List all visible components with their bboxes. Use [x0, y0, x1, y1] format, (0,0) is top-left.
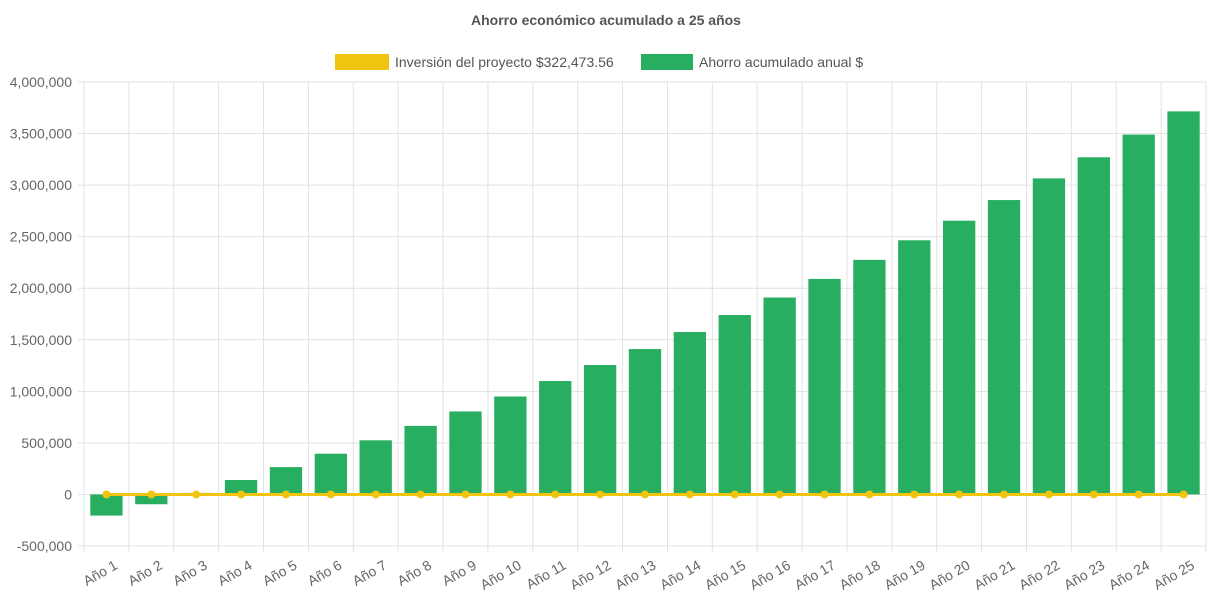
savings-bar[interactable]: [583, 365, 617, 495]
x-tick-label: Año 8: [394, 557, 434, 589]
savings-bar[interactable]: [1122, 134, 1155, 495]
y-tick-label: 4,000,000: [10, 74, 72, 90]
x-tick-label: Año 14: [657, 557, 704, 593]
investment-point[interactable]: [685, 490, 694, 499]
x-tick-label: Año 6: [305, 557, 345, 589]
y-tick-label: 1,500,000: [10, 332, 72, 348]
investment-point[interactable]: [371, 490, 380, 499]
investment-point[interactable]: [910, 490, 919, 499]
x-tick-label: Año 22: [1016, 557, 1063, 593]
y-tick-label: -500,000: [17, 538, 72, 554]
y-tick-label: 2,500,000: [10, 229, 72, 245]
investment-line: [102, 490, 1188, 499]
investment-point[interactable]: [102, 490, 111, 499]
investment-point[interactable]: [416, 490, 425, 499]
savings-bar[interactable]: [1167, 111, 1200, 495]
investment-point[interactable]: [1089, 490, 1098, 499]
chart-title: Ahorro económico acumulado a 25 años: [471, 12, 741, 28]
investment-point[interactable]: [147, 490, 156, 499]
savings-bar[interactable]: [90, 494, 123, 516]
investment-point[interactable]: [596, 490, 605, 499]
legend-label-investment[interactable]: Inversión del proyecto $322,473.56: [395, 54, 614, 70]
savings-bar[interactable]: [539, 381, 572, 495]
investment-point[interactable]: [461, 490, 470, 499]
investment-point[interactable]: [1044, 490, 1053, 499]
x-tick-label: Año 12: [567, 557, 614, 593]
x-tick-label: Año 7: [350, 557, 390, 589]
x-tick-label: Año 9: [439, 557, 479, 589]
savings-bar[interactable]: [224, 480, 258, 495]
x-tick-label: Año 25: [1151, 557, 1198, 593]
x-tick-label: Año 13: [612, 557, 659, 593]
legend: Inversión del proyecto $322,473.56 Ahorr…: [335, 54, 863, 70]
y-axis: 4,000,000 3,500,000 3,000,000 2,500,000 2,00…: [10, 74, 73, 554]
x-tick-label: Año 17: [792, 557, 839, 593]
savings-bar[interactable]: [1032, 178, 1066, 495]
x-tick-label: Año 3: [170, 557, 210, 589]
investment-point[interactable]: [865, 490, 874, 499]
savings-bar[interactable]: [269, 467, 303, 495]
x-tick-label: Año 23: [1061, 557, 1108, 593]
savings-bar[interactable]: [1077, 157, 1110, 495]
x-axis: Año 1 Año 2 Año 3 Año 4 Año 5 Año 6 Año 7 Año 8…: [80, 557, 1197, 593]
y-tick-label: 3,000,000: [10, 177, 72, 193]
x-tick-label: Año 10: [477, 557, 524, 593]
investment-point[interactable]: [955, 490, 964, 499]
savings-bar[interactable]: [628, 349, 662, 495]
y-tick-label: 0: [64, 486, 72, 502]
investment-point[interactable]: [1134, 490, 1143, 499]
x-tick-label: Año 18: [836, 557, 883, 593]
x-tick-label: Año 20: [926, 557, 973, 593]
savings-bar[interactable]: [404, 425, 437, 495]
investment-point[interactable]: [551, 490, 560, 499]
investment-point[interactable]: [237, 490, 246, 499]
x-tick-label: Año 24: [1106, 557, 1153, 593]
investment-point[interactable]: [281, 490, 290, 499]
x-tick-label: Año 5: [260, 557, 300, 589]
savings-bar[interactable]: [763, 297, 796, 495]
legend-swatch-investment[interactable]: [335, 54, 389, 70]
savings-bar[interactable]: [853, 259, 886, 495]
savings-bar[interactable]: [943, 220, 976, 495]
y-tick-label: 3,500,000: [10, 126, 72, 142]
investment-point[interactable]: [820, 490, 829, 499]
x-tick-label: Año 11: [523, 557, 569, 593]
savings-bar[interactable]: [987, 200, 1021, 495]
legend-label-savings[interactable]: Ahorro acumulado anual $: [699, 54, 863, 70]
bars: [90, 111, 1200, 516]
savings-bar[interactable]: [673, 332, 707, 495]
investment-point[interactable]: [1000, 490, 1009, 499]
savings-bar[interactable]: [494, 396, 527, 495]
legend-swatch-savings[interactable]: [641, 54, 693, 70]
savings-bar[interactable]: [449, 411, 482, 495]
x-tick-label: Año 21: [971, 557, 1018, 593]
x-tick-label: Año 4: [215, 557, 255, 589]
x-tick-label: Año 15: [702, 557, 749, 593]
x-tick-label: Año 19: [881, 557, 928, 593]
investment-point[interactable]: [730, 490, 739, 499]
savings-bar[interactable]: [135, 494, 168, 505]
y-tick-label: 500,000: [21, 435, 72, 451]
x-tick-label: Año 16: [747, 557, 794, 593]
savings-bar[interactable]: [808, 278, 841, 495]
y-tick-label: 2,000,000: [10, 280, 72, 296]
investment-point[interactable]: [641, 490, 649, 499]
savings-bar[interactable]: [359, 440, 392, 495]
y-tick-label: 1,000,000: [10, 383, 72, 399]
x-tick-label: Año 2: [125, 557, 165, 589]
investment-point[interactable]: [192, 490, 201, 499]
grid-lines: [78, 81, 1207, 552]
investment-point[interactable]: [1179, 490, 1188, 499]
savings-bar[interactable]: [898, 240, 931, 495]
x-tick-label: Año 1: [80, 557, 120, 589]
savings-bar[interactable]: [718, 315, 751, 495]
investment-point[interactable]: [775, 490, 784, 499]
investment-point[interactable]: [326, 490, 335, 499]
savings-bar[interactable]: [314, 453, 347, 495]
investment-point[interactable]: [506, 490, 515, 499]
